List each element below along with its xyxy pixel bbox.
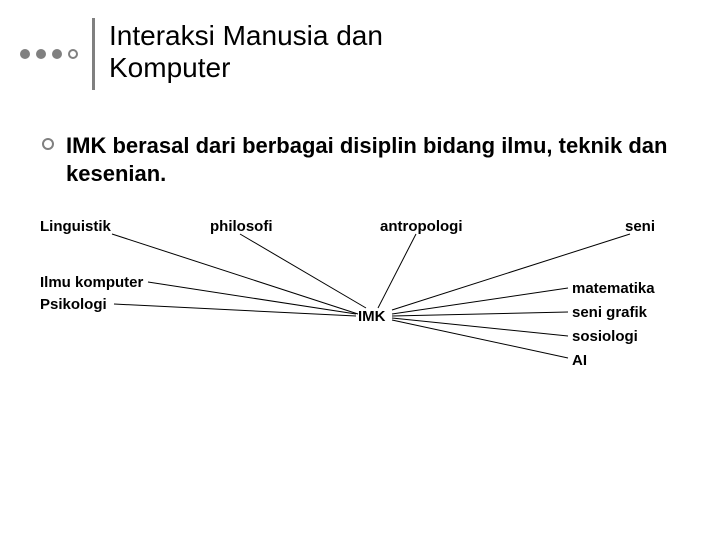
imk-diagram: IMK Linguistik philosofi antropologi seni Ilm…	[40, 218, 680, 438]
dot-outline-icon	[68, 49, 78, 59]
dot-icon	[36, 49, 46, 59]
title-line-2: Komputer	[109, 52, 230, 83]
diagram-node-seni_grafik: seni grafik	[572, 304, 647, 321]
bullet-row: IMK berasal dari berbagai disiplin bidan…	[42, 132, 680, 187]
diagram-center-node: IMK	[358, 308, 386, 325]
diagram-node-ilmu_komputer: Ilmu komputer	[40, 274, 143, 291]
dot-icon	[20, 49, 30, 59]
diagram-node-antropologi: antropologi	[380, 218, 463, 235]
title-container: Interaksi Manusia dan Komputer	[92, 18, 383, 90]
bullet-marker-icon	[42, 138, 54, 150]
diagram-node-seni: seni	[625, 218, 655, 235]
slide-header: Interaksi Manusia dan Komputer	[20, 18, 383, 90]
diagram-node-ai: AI	[572, 352, 587, 369]
diagram-node-psikologi: Psikologi	[40, 296, 107, 313]
diagram-node-linguistik: Linguistik	[40, 218, 111, 235]
diagram-node-matematika: matematika	[572, 280, 655, 297]
slide-title: Interaksi Manusia dan Komputer	[109, 20, 383, 84]
dot-icon	[52, 49, 62, 59]
bullet-text: IMK berasal dari berbagai disiplin bidan…	[66, 132, 680, 187]
header-dots	[20, 49, 78, 59]
diagram-node-philosofi: philosofi	[210, 218, 273, 235]
diagram-node-sosiologi: sosiologi	[572, 328, 638, 345]
title-line-1: Interaksi Manusia dan	[109, 20, 383, 51]
